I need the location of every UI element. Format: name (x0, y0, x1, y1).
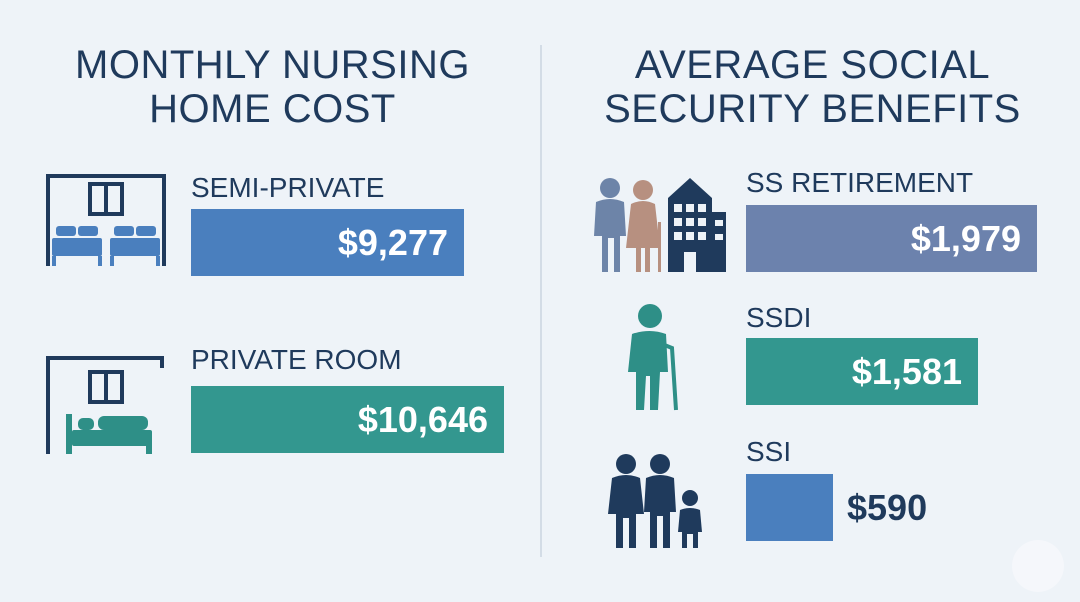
title-line-2: SECURITY BENEFITS (604, 87, 1021, 131)
double-bed-room-icon (46, 174, 166, 266)
private-room-value: $10,646 (357, 398, 488, 440)
ssi-label: SSI (746, 436, 792, 467)
semi-private-bar: $9,277 (191, 209, 464, 276)
ssdi-label: SSDI (746, 302, 812, 333)
title-line-2: HOME COST (149, 87, 396, 131)
semi-private-label: SEMI-PRIVATE (191, 172, 385, 203)
corner-badge (1012, 540, 1064, 592)
nursing-cost-title: MONTHLY NURSING HOME COST (40, 43, 505, 131)
private-room-label: PRIVATE ROOM (191, 344, 402, 375)
ss-retirement-label: SS RETIREMENT (746, 167, 974, 198)
ssdi-value: $1,581 (851, 350, 962, 392)
ss-retirement-value: $1,979 (910, 217, 1021, 259)
title-line-1: MONTHLY NURSING (75, 43, 470, 87)
person-with-cane-icon (628, 304, 678, 411)
private-room-bar: $10,646 (191, 386, 504, 453)
social-security-title: AVERAGE SOCIAL SECURITY BENEFITS (575, 43, 1050, 131)
ssi-value: $590 (847, 486, 928, 528)
title-line-1: AVERAGE SOCIAL (634, 43, 991, 87)
family-icon (608, 454, 702, 548)
semi-private-value: $9,277 (337, 221, 448, 263)
single-bed-room-icon (46, 356, 164, 454)
elderly-couple-building-icon (594, 178, 726, 272)
panel-divider (540, 45, 542, 557)
ssdi-bar: $1,581 (746, 338, 978, 405)
ss-retirement-bar: $1,979 (746, 205, 1037, 272)
ssi-bar (746, 474, 833, 541)
